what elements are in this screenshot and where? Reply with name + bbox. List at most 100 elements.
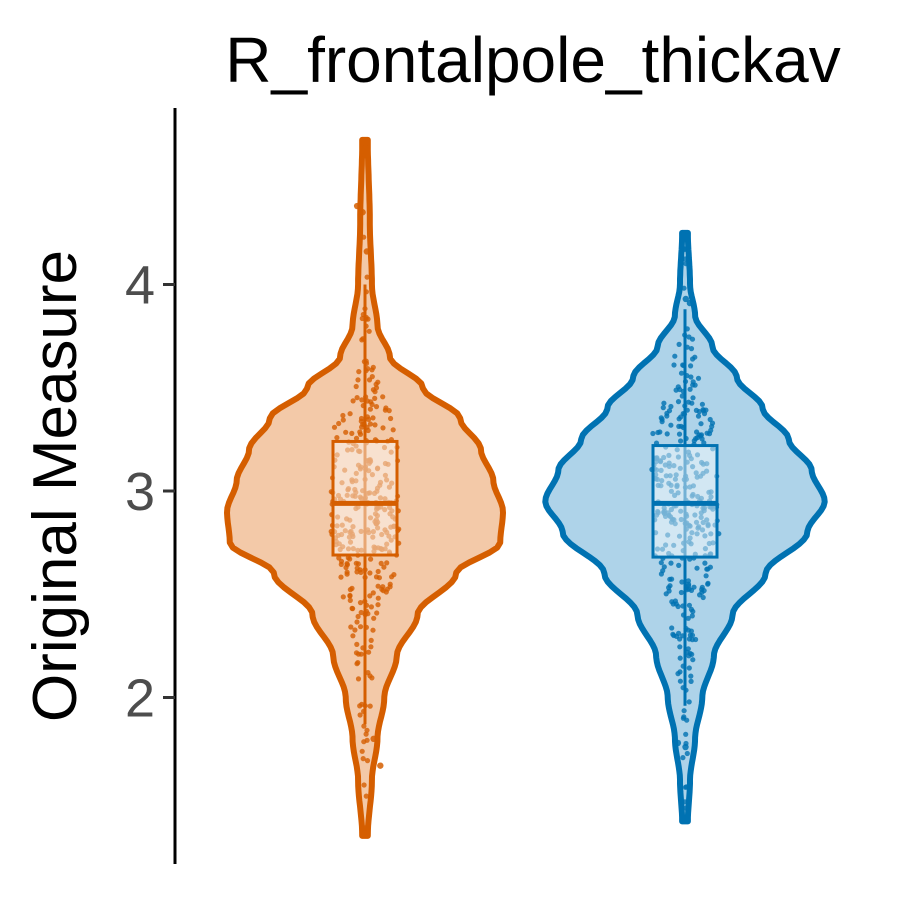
- data-point: [666, 452, 672, 458]
- data-point: [688, 363, 694, 369]
- y-tick-label: 4: [125, 256, 155, 316]
- data-point: [359, 748, 365, 754]
- data-point: [374, 466, 381, 472]
- data-point: [687, 484, 693, 490]
- data-point: [364, 727, 370, 733]
- data-point: [372, 395, 378, 401]
- data-point: [664, 431, 670, 437]
- data-point: [382, 460, 388, 467]
- data-point: [659, 419, 665, 425]
- data-point: [375, 583, 381, 589]
- data-point: [356, 448, 362, 454]
- data-point: [684, 344, 690, 350]
- data-point: [368, 644, 374, 650]
- data-point: [357, 600, 364, 606]
- data-point: [338, 574, 344, 580]
- data-point: [347, 539, 354, 545]
- data-point: [688, 374, 694, 380]
- data-point: [344, 516, 350, 522]
- data-point: [686, 586, 692, 592]
- data-point: [336, 420, 342, 427]
- data-point: [676, 630, 682, 637]
- data-point: [668, 506, 675, 513]
- data-point: [368, 556, 374, 562]
- data-point: [680, 755, 686, 761]
- data-point: [709, 423, 715, 430]
- data-point: [678, 508, 684, 514]
- data-point: [343, 429, 349, 435]
- data-point: [686, 665, 692, 671]
- data-point: [352, 493, 358, 499]
- data-point: [356, 369, 362, 375]
- data-point: [677, 465, 683, 471]
- data-point: [694, 565, 700, 571]
- data-point: [699, 401, 706, 407]
- data-point: [355, 676, 362, 682]
- data-point: [654, 455, 660, 461]
- data-point: [344, 492, 350, 498]
- data-point: [705, 581, 711, 587]
- data-point: [663, 591, 669, 597]
- data-point: [675, 399, 682, 405]
- data-point: [363, 624, 369, 630]
- data-point: [667, 583, 673, 589]
- data-point: [657, 429, 663, 435]
- data-point: [698, 473, 704, 479]
- data-point: [674, 447, 680, 453]
- data-point: [668, 403, 674, 410]
- data-point: [695, 493, 701, 500]
- data-point: [358, 651, 364, 657]
- data-point: [358, 547, 364, 553]
- data-point: [677, 678, 684, 684]
- data-point: [382, 527, 388, 533]
- violin-group-1: [224, 136, 506, 839]
- data-point: [362, 152, 368, 158]
- data-point: [659, 546, 666, 552]
- data-point: [688, 541, 694, 547]
- data-point: [690, 657, 696, 663]
- y-tick-label: 3: [125, 462, 155, 522]
- data-point: [363, 394, 369, 400]
- data-point: [675, 454, 682, 460]
- data-point: [701, 505, 708, 511]
- data-point: [699, 436, 705, 442]
- data-point: [699, 459, 705, 466]
- data-point: [369, 367, 375, 373]
- data-point: [702, 546, 709, 552]
- data-point: [686, 522, 692, 529]
- data-point: [687, 535, 693, 541]
- data-point: [374, 610, 380, 616]
- data-point: [349, 479, 355, 485]
- data-point: [346, 534, 352, 540]
- data-point: [686, 636, 693, 642]
- data-point: [688, 346, 695, 352]
- data-point: [382, 472, 388, 478]
- data-point: [331, 424, 338, 430]
- data-point: [370, 529, 376, 535]
- data-point: [693, 519, 700, 525]
- data-point: [372, 422, 378, 428]
- data-point: [684, 459, 690, 465]
- data-point: [388, 415, 394, 422]
- data-point: [680, 548, 686, 554]
- data-point: [701, 588, 707, 594]
- outlier-point: [377, 762, 384, 769]
- data-point: [363, 793, 369, 799]
- data-point: [381, 444, 388, 451]
- data-point: [349, 430, 355, 436]
- data-point: [357, 712, 363, 718]
- data-point: [660, 405, 666, 411]
- data-point: [704, 461, 710, 467]
- data-point: [704, 430, 710, 436]
- outlier-point: [682, 743, 689, 751]
- data-point: [689, 613, 695, 619]
- data-point: [689, 400, 695, 406]
- data-point: [359, 424, 365, 430]
- data-point: [685, 615, 691, 621]
- data-point: [694, 531, 700, 537]
- data-point: [666, 408, 673, 414]
- data-point: [347, 592, 353, 599]
- data-point: [379, 531, 385, 538]
- data-point: [352, 627, 358, 633]
